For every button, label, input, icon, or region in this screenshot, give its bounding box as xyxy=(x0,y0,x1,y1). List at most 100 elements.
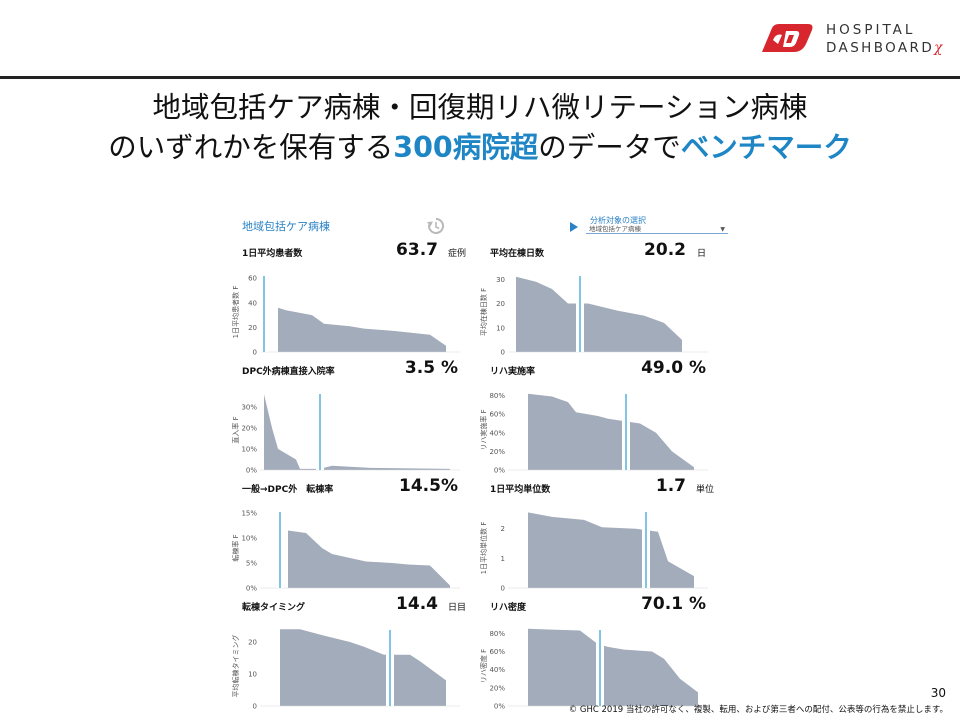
y-tick-label: 20 xyxy=(496,300,505,308)
logo-mark-icon xyxy=(762,24,813,52)
metric-unit: 日 xyxy=(696,249,706,259)
distribution-area xyxy=(516,276,682,352)
play-arrow-icon[interactable] xyxy=(570,222,578,232)
logo-line2: DASHBOARDχ xyxy=(826,39,942,57)
y-tick-label: 0 xyxy=(501,585,505,593)
y-tick-label: 10% xyxy=(241,535,257,543)
chevron-down-icon: ▼ xyxy=(720,226,725,233)
slide-title-segment: のいずれかを保有する xyxy=(108,131,394,164)
metric-panel: リハ密度 70.1 % リハ密度 F 80% 60% 40% 20% 0% xyxy=(479,594,720,710)
y-axis-label: 1日平均単位数 F xyxy=(479,522,488,575)
y-tick-label: 5% xyxy=(246,560,257,568)
slide-title-line1: 地域包括ケア病棟・回復期リハ微リテーション病棟 xyxy=(152,91,808,124)
y-tick-label: 20 xyxy=(248,324,257,332)
y-tick-label: 0 xyxy=(253,703,257,711)
metric-distribution-chart: リハ実施率 F 80% 60% 40% 20% 0% xyxy=(479,390,708,475)
y-tick-label: 30% xyxy=(241,403,257,411)
dashboard-header: 地域包括ケア病棟 xyxy=(242,220,330,233)
metric-value: 1.7 xyxy=(655,476,686,496)
metric-title: リハ実施率 xyxy=(490,367,536,377)
y-axis-label: 直入率 F xyxy=(232,416,240,443)
metric-panel: リハ実施率 49.0 % リハ実施率 F 80% 60% 40% 20% 0% xyxy=(479,358,720,478)
logo-text: HOSPITAL DASHBOARDχ xyxy=(826,21,942,57)
y-tick-label: 80% xyxy=(489,630,505,638)
metric-title: DPC外病棟直接入院率 xyxy=(242,367,335,377)
analysis-target-select[interactable]: 地域包括ケア病棟 ▼ xyxy=(586,225,728,234)
y-tick-label: 2 xyxy=(501,525,505,533)
metric-distribution-chart: 1日平均患者数 F 60 40 20 0 xyxy=(232,272,460,357)
y-axis-label: 転棟率 F xyxy=(232,534,240,561)
y-tick-label: 15% xyxy=(241,510,257,518)
y-tick-label: 20 xyxy=(248,639,257,647)
page-number: 30 xyxy=(930,686,946,700)
distribution-area xyxy=(288,530,450,588)
metric-panel: 平均在棟日数 20.2 日平均在棟日数 F 30 20 10 0 xyxy=(479,240,720,360)
metric-value: 70.1 % xyxy=(641,594,706,614)
slide-title-line2: のいずれかを保有する300病院超のデータでベンチマーク xyxy=(0,128,960,168)
dashboard-screenshot: 地域包括ケア病棟 分析対象の選択 地域包括ケア病棟 ▼ 1日平均患者数 63.7 症… xyxy=(232,206,728,710)
y-tick-label: 0 xyxy=(501,349,505,357)
metric-value: 14.5% xyxy=(399,476,458,496)
metric-unit: 症例 xyxy=(447,249,466,259)
y-tick-label: 10 xyxy=(496,324,505,332)
logo-line2-text: DASHBOARD xyxy=(826,40,935,56)
metric-panel: 1日平均患者数 63.7 症例 1日平均患者数 F 60 40 20 0 xyxy=(232,240,472,360)
y-tick-label: 0 xyxy=(253,349,257,357)
metric-distribution-chart: 1日平均単位数 F 2 1 0 xyxy=(479,508,708,593)
y-tick-label: 80% xyxy=(489,392,505,400)
metric-value: 14.4 xyxy=(396,594,438,614)
metric-title: 転棟タイミング xyxy=(242,603,306,613)
metric-distribution-chart: 直入率 F30% 20% 10% 0% xyxy=(232,390,460,475)
metric-panel: DPC外病棟直接入院率 3.5 % 直入率 F 30% 20% 10% 0% xyxy=(232,358,472,478)
metric-unit: 日目 xyxy=(447,603,466,613)
selector-value: 地域包括ケア病棟 xyxy=(589,225,641,233)
metric-panel: 1日平均単位数 1.7 単位 1日平均単位数 F 2 1 0 xyxy=(479,476,720,596)
y-axis-label: 1日平均患者数 F xyxy=(232,286,240,339)
y-tick-label: 40% xyxy=(489,429,505,437)
y-tick-label: 60% xyxy=(489,411,505,419)
y-tick-label: 0% xyxy=(246,585,257,593)
y-tick-label: 0% xyxy=(494,467,505,475)
distribution-area xyxy=(278,307,446,352)
y-axis-label: リハ実施率 F xyxy=(479,409,488,450)
y-tick-label: 60 xyxy=(248,275,257,283)
metric-value: 3.5 % xyxy=(404,358,458,378)
distribution-area xyxy=(528,512,694,588)
y-tick-label: 1 xyxy=(501,555,505,563)
metric-title: リハ密度 xyxy=(490,603,527,613)
y-tick-label: 20% xyxy=(241,424,257,432)
slide-title-segment: のデータで xyxy=(538,131,681,164)
metric-title: 1日平均単位数 xyxy=(490,485,551,495)
metric-distribution-chart: 転棟率 F 15% 10% 5% 0% xyxy=(232,508,460,593)
y-axis-label: リハ密度 F xyxy=(479,649,488,683)
slide-title-segment: 300病院超 xyxy=(393,131,539,164)
slide-title: 地域包括ケア病棟・回復期リハ微リテーション病棟 のいずれかを保有する300病院超… xyxy=(0,88,960,168)
y-axis-label: 平均在棟日数 F xyxy=(479,288,488,336)
refresh-icon[interactable] xyxy=(426,216,446,236)
metric-title: 1日平均患者数 xyxy=(242,249,303,259)
y-tick-label: 40 xyxy=(248,299,257,307)
y-axis-label: 平均転棟タイミング xyxy=(232,635,240,698)
distribution-area xyxy=(264,394,450,470)
title-divider xyxy=(0,76,960,79)
y-tick-label: 60% xyxy=(489,648,505,656)
y-tick-label: 20% xyxy=(489,684,505,692)
metric-panel: 転棟タイミング 14.4 日目平均転棟タイミング 20 10 0 xyxy=(232,594,472,711)
metric-distribution-chart: 平均在棟日数 F 30 20 10 0 xyxy=(479,272,708,357)
y-tick-label: 30 xyxy=(496,276,505,284)
distribution-area xyxy=(280,629,446,706)
copyright-notice: © GHC 2019 当社の許可なく、複製、転用、および第三者への配付、公表等の… xyxy=(568,705,948,715)
logo-suffix: χ xyxy=(934,40,943,56)
distribution-area xyxy=(528,628,698,706)
metric-value: 63.7 xyxy=(396,240,438,260)
y-tick-label: 20% xyxy=(489,448,505,456)
y-tick-label: 10% xyxy=(241,445,257,453)
distribution-area xyxy=(528,393,694,470)
logo-line1: HOSPITAL xyxy=(826,22,916,38)
y-tick-label: 10 xyxy=(248,671,257,679)
metric-value: 20.2 xyxy=(644,240,686,260)
selector-label: 分析対象の選択 xyxy=(590,216,646,225)
metric-title: 一般→DPC外 転棟率 xyxy=(242,485,334,495)
metric-distribution-chart: リハ密度 F 80% 60% 40% 20% 0% xyxy=(479,626,708,710)
metric-value: 49.0 % xyxy=(641,358,706,378)
